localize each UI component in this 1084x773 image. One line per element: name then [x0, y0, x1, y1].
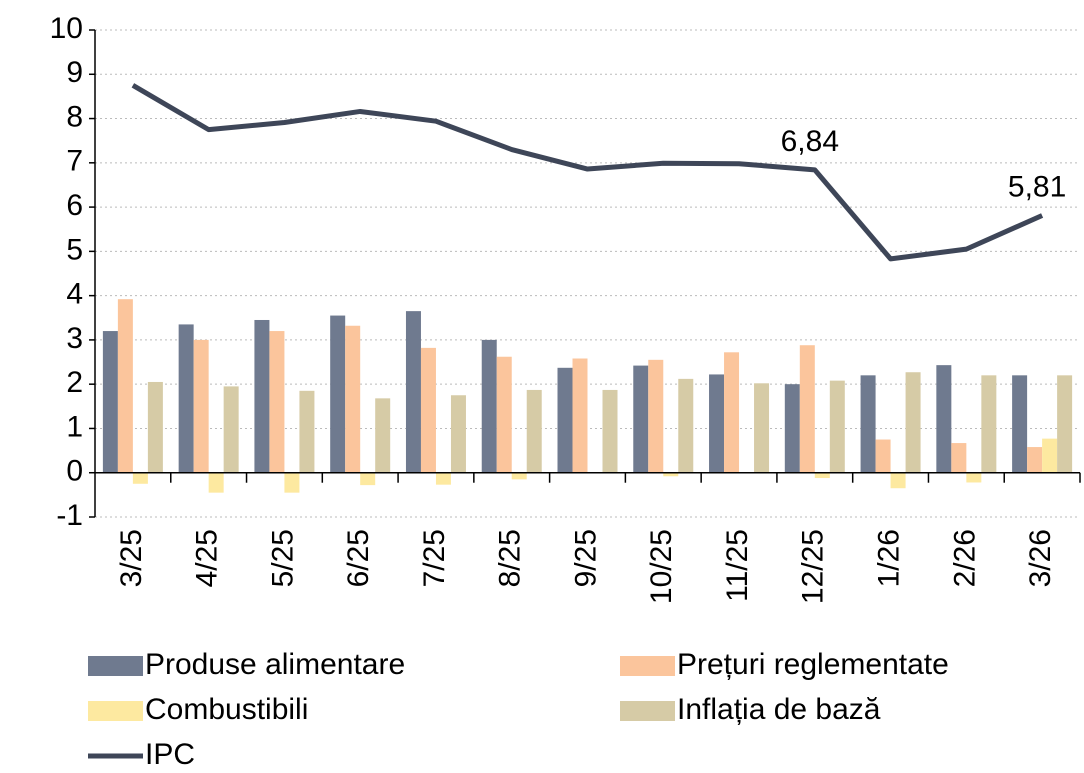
bar: [178, 324, 194, 473]
y-tick-label: 1: [66, 410, 83, 443]
bar: [102, 331, 118, 473]
bar: [147, 381, 163, 473]
legend-label: Combustibili: [145, 693, 308, 726]
bar: [678, 378, 694, 473]
y-tick-label: 10: [50, 12, 83, 45]
bar: [1057, 375, 1073, 473]
bar: [557, 367, 573, 473]
bar: [724, 352, 740, 473]
bar: [375, 398, 391, 473]
legend-swatch: [88, 656, 143, 676]
bar: [633, 365, 649, 473]
bar: [299, 390, 315, 473]
x-tick-label: 7/25: [418, 529, 451, 587]
x-tick-label: 4/25: [191, 529, 224, 587]
bar: [602, 389, 618, 473]
legend-label: IPC: [145, 738, 195, 768]
x-tick-label: 8/25: [494, 529, 527, 587]
bar: [814, 472, 830, 479]
bar: [1042, 438, 1058, 473]
bar: [117, 299, 133, 473]
bar: [572, 358, 588, 473]
bar: [193, 339, 209, 473]
bar: [1012, 375, 1028, 473]
bar: [936, 365, 952, 473]
bar: [526, 389, 542, 473]
bar: [860, 375, 876, 473]
bar: [420, 347, 436, 473]
bar: [981, 375, 997, 473]
bar: [405, 311, 421, 473]
bar: [481, 339, 497, 473]
y-tick-label: 0: [66, 455, 83, 488]
legend-label: Produse alimentare: [145, 648, 405, 681]
bar: [132, 472, 148, 484]
line: [131, 83, 1044, 262]
x-tick-label: 9/25: [569, 529, 602, 587]
bar: [345, 325, 361, 473]
bar: [875, 439, 891, 473]
x-tick-label: 1/26: [872, 529, 905, 587]
bar: [663, 472, 679, 477]
x-tick-label: 3/25: [115, 529, 148, 587]
bar: [284, 472, 300, 493]
bar: [799, 345, 815, 473]
bar: [829, 380, 845, 473]
legend-label: Prețuri reglementate: [677, 648, 949, 681]
x-tick-label: 3/26: [1024, 529, 1057, 587]
bar: [223, 386, 239, 473]
bar: [208, 472, 224, 493]
y-tick-label: 8: [66, 100, 83, 133]
y-tick-label: 5: [66, 233, 83, 266]
x-tick-label: 10/25: [645, 529, 678, 604]
bar: [648, 359, 664, 473]
bar: [360, 472, 376, 486]
data-label: 6,84: [781, 125, 839, 158]
bar: [1027, 447, 1043, 473]
bar: [511, 472, 527, 480]
y-tick-label: 2: [66, 366, 83, 399]
x-tick-label: 2/26: [948, 529, 981, 587]
y-tick-label: 4: [66, 278, 83, 311]
bar: [754, 383, 770, 473]
legend-label: Inflația de bază: [677, 693, 881, 726]
y-tick-label: -1: [56, 499, 83, 532]
x-tick-label: 5/25: [266, 529, 299, 587]
y-tick-label: 7: [66, 145, 83, 178]
y-tick-label: 9: [66, 56, 83, 89]
y-tick-label: 3: [66, 322, 83, 355]
bar: [905, 372, 921, 473]
bar: [709, 374, 725, 473]
bar: [435, 472, 451, 485]
bar: [269, 331, 285, 473]
legend-swatch: [88, 701, 143, 721]
bar: [890, 472, 906, 489]
bar: [966, 472, 982, 483]
legend-swatch: [620, 656, 675, 676]
bar: [496, 356, 512, 473]
y-tick-label: 6: [66, 189, 83, 222]
x-tick-label: 12/25: [797, 529, 830, 604]
bar: [951, 443, 967, 473]
bar: [254, 319, 270, 473]
bar: [330, 315, 346, 473]
bar: [784, 384, 800, 473]
x-tick-label: 11/25: [721, 529, 754, 602]
legend-swatch: [620, 701, 675, 721]
data-label: 5,81: [1008, 170, 1066, 203]
bar: [450, 395, 466, 473]
x-tick-label: 6/25: [342, 529, 375, 587]
